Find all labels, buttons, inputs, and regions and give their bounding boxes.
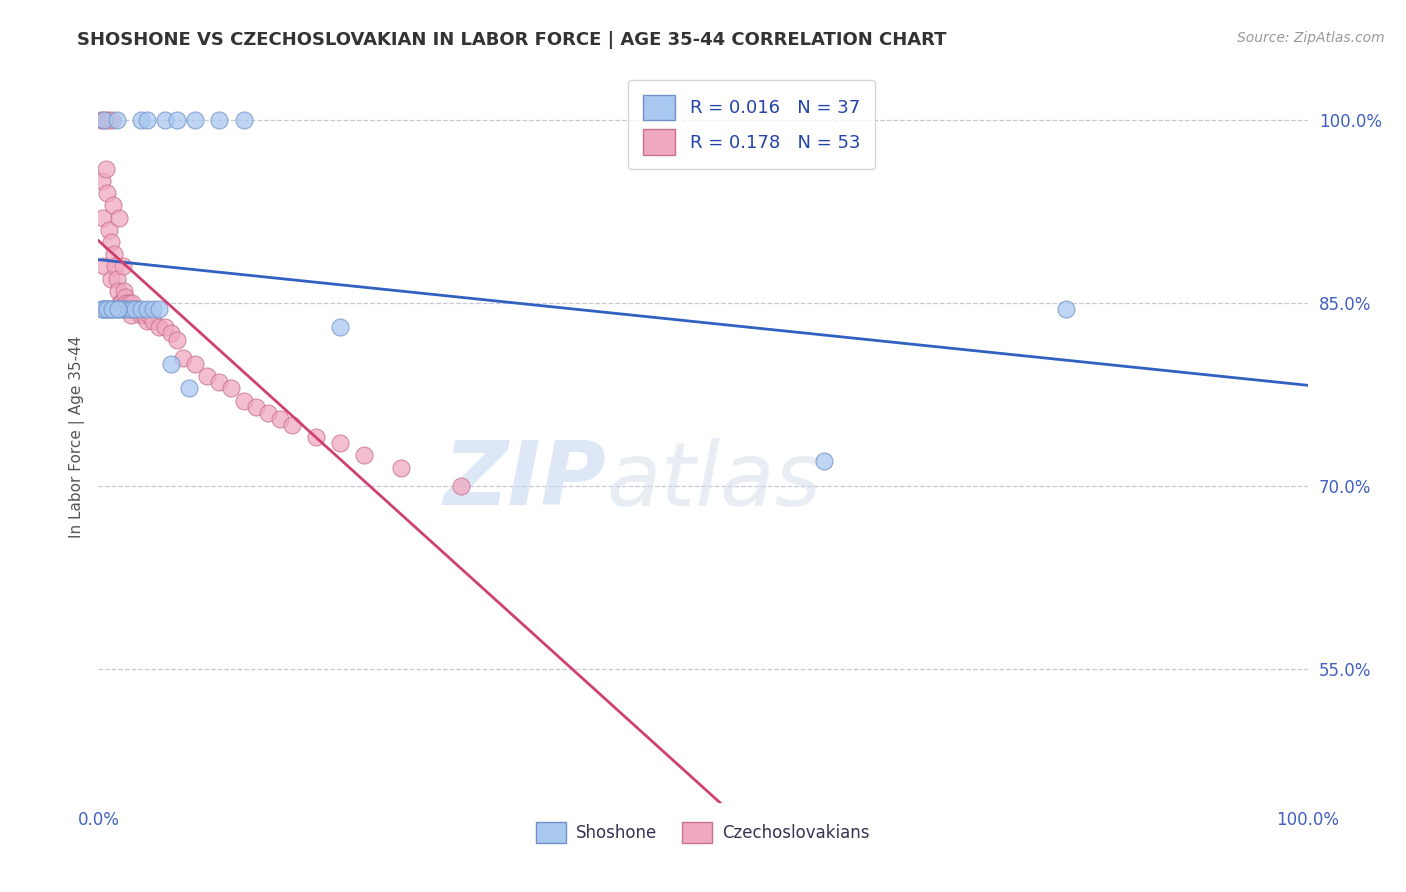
Point bbox=[208, 113, 231, 128]
Point bbox=[184, 113, 207, 128]
Point bbox=[135, 301, 157, 317]
Point bbox=[166, 113, 188, 128]
Point bbox=[121, 296, 143, 310]
Point bbox=[108, 301, 131, 317]
Point bbox=[813, 454, 835, 468]
Point bbox=[121, 301, 143, 317]
Point bbox=[91, 174, 114, 188]
Point bbox=[353, 448, 375, 462]
Point bbox=[118, 296, 141, 310]
Point bbox=[98, 223, 121, 237]
Point bbox=[108, 296, 131, 310]
Point bbox=[114, 301, 136, 317]
Point bbox=[160, 326, 183, 341]
Point bbox=[108, 211, 131, 225]
Point bbox=[101, 198, 124, 212]
Point bbox=[118, 301, 141, 317]
Point bbox=[100, 301, 122, 317]
Point bbox=[195, 369, 218, 384]
Point bbox=[101, 301, 124, 317]
Point bbox=[127, 301, 149, 317]
Point bbox=[94, 161, 117, 176]
Point bbox=[100, 235, 122, 249]
Point bbox=[100, 113, 122, 128]
Point bbox=[450, 479, 472, 493]
Point bbox=[172, 351, 194, 365]
Point bbox=[93, 260, 115, 274]
Point bbox=[110, 296, 132, 310]
Point bbox=[142, 314, 165, 328]
Point bbox=[114, 290, 136, 304]
Point bbox=[96, 301, 118, 317]
Point bbox=[97, 113, 120, 128]
Point bbox=[103, 247, 125, 261]
Point bbox=[129, 301, 152, 317]
Point bbox=[90, 113, 112, 128]
Point bbox=[153, 113, 176, 128]
Point bbox=[107, 301, 129, 317]
Point bbox=[111, 260, 134, 274]
Point bbox=[329, 436, 352, 450]
Point bbox=[91, 211, 114, 225]
Point bbox=[129, 308, 152, 322]
Point bbox=[93, 113, 115, 128]
Text: ZIP: ZIP bbox=[443, 437, 606, 524]
Point bbox=[129, 113, 152, 128]
Point bbox=[105, 113, 128, 128]
Text: atlas: atlas bbox=[606, 438, 821, 524]
Point bbox=[269, 411, 291, 425]
Point bbox=[142, 301, 165, 317]
Point bbox=[107, 284, 129, 298]
Point bbox=[112, 284, 135, 298]
Point bbox=[93, 301, 115, 317]
Point bbox=[305, 430, 328, 444]
Point bbox=[389, 460, 412, 475]
Point bbox=[256, 406, 278, 420]
Point bbox=[134, 308, 156, 322]
Point bbox=[91, 301, 114, 317]
Point bbox=[105, 301, 128, 317]
Point bbox=[148, 320, 170, 334]
Point bbox=[232, 113, 254, 128]
Point bbox=[329, 320, 352, 334]
Legend: Shoshone, Czechoslovakians: Shoshone, Czechoslovakians bbox=[530, 815, 876, 849]
Point bbox=[105, 271, 128, 285]
Point bbox=[148, 301, 170, 317]
Point bbox=[245, 400, 267, 414]
Point bbox=[232, 393, 254, 408]
Point bbox=[97, 301, 120, 317]
Point bbox=[124, 301, 146, 317]
Text: SHOSHONE VS CZECHOSLOVAKIAN IN LABOR FORCE | AGE 35-44 CORRELATION CHART: SHOSHONE VS CZECHOSLOVAKIAN IN LABOR FOR… bbox=[77, 31, 946, 49]
Point bbox=[179, 381, 201, 395]
Y-axis label: In Labor Force | Age 35-44: In Labor Force | Age 35-44 bbox=[69, 336, 84, 538]
Point bbox=[281, 417, 304, 432]
Point bbox=[104, 260, 127, 274]
Point bbox=[135, 113, 157, 128]
Point bbox=[184, 357, 207, 371]
Point bbox=[166, 333, 188, 347]
Point bbox=[135, 314, 157, 328]
Point bbox=[124, 301, 146, 317]
Point bbox=[111, 301, 134, 317]
Point bbox=[94, 301, 117, 317]
Point bbox=[221, 381, 243, 395]
Text: Source: ZipAtlas.com: Source: ZipAtlas.com bbox=[1237, 31, 1385, 45]
Point bbox=[93, 113, 115, 128]
Point bbox=[138, 308, 160, 322]
Point bbox=[153, 320, 176, 334]
Point bbox=[115, 296, 138, 310]
Point bbox=[160, 357, 183, 371]
Point bbox=[96, 186, 118, 201]
Point bbox=[208, 375, 231, 389]
Point bbox=[91, 301, 114, 317]
Point bbox=[100, 301, 122, 317]
Point bbox=[1054, 301, 1077, 317]
Point bbox=[120, 308, 142, 322]
Point bbox=[100, 271, 122, 285]
